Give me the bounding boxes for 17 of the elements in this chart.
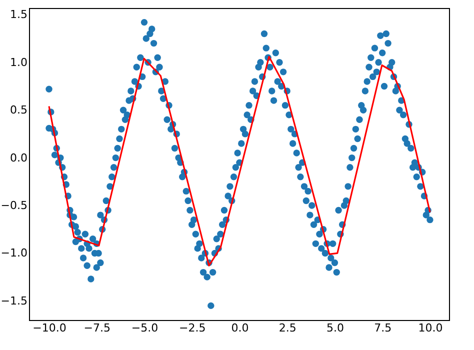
- line-series: [48, 56, 431, 266]
- x-tick-label: −2.5: [179, 322, 206, 334]
- x-tick-label: 5.0: [326, 322, 344, 334]
- x-tick-label: 2.5: [278, 322, 296, 334]
- x-tick-label: 0.0: [231, 322, 249, 334]
- y-tick-label: 1.0: [10, 56, 28, 69]
- y-tick-label: −1.0: [0, 246, 28, 260]
- y-tick-label: 1.5: [10, 8, 28, 22]
- x-tick-label: 7.5: [374, 322, 392, 334]
- y-tick-label: −1.5: [0, 294, 28, 308]
- x-tick-label: 10.0: [418, 322, 443, 334]
- y-tick-label: 0.0: [10, 151, 28, 164]
- y-tick-label: 0.5: [10, 104, 28, 117]
- x-tick-label: −5.0: [131, 322, 158, 334]
- x-tick-label: −7.5: [84, 322, 110, 334]
- x-tick-label: −10.0: [32, 322, 66, 334]
- y-tick-label: −0.5: [0, 199, 28, 212]
